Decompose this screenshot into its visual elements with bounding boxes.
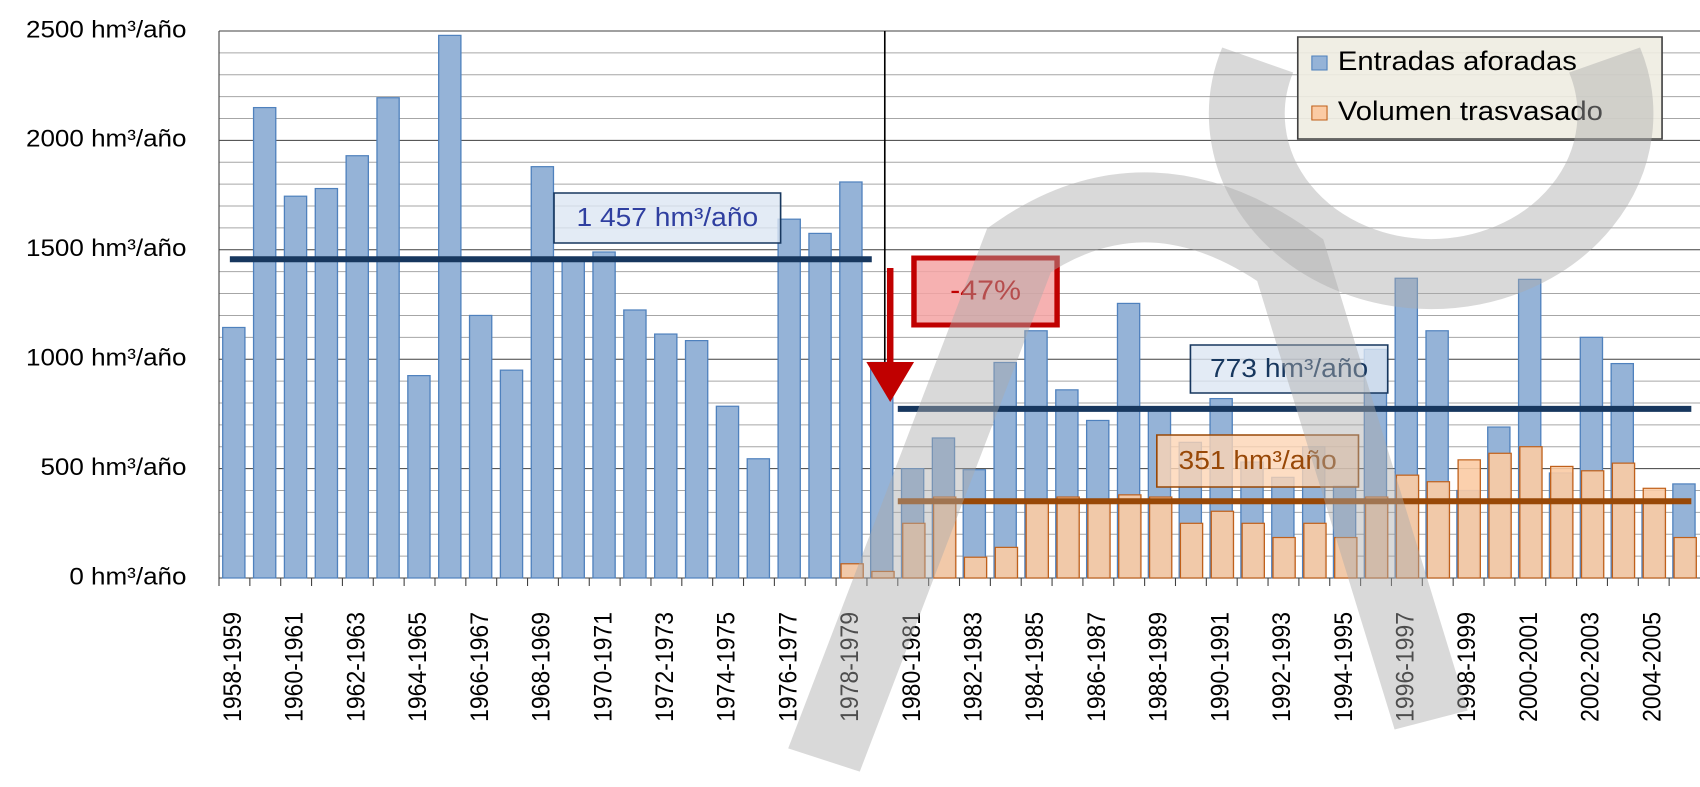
bar xyxy=(1303,522,1327,579)
arrow-shaft xyxy=(886,268,894,366)
bar xyxy=(468,314,493,579)
bar xyxy=(1580,470,1605,579)
bar xyxy=(654,333,678,579)
legend-label: Volumen trasvasado xyxy=(1338,96,1603,126)
bar xyxy=(777,218,801,579)
y-tick-label: 2500 hm³/año xyxy=(26,16,186,43)
x-tick-label: 1970-1971 xyxy=(589,612,617,722)
reference-box xyxy=(1156,434,1360,488)
x-tick-label: 1998-1999 xyxy=(1453,612,1481,722)
bar xyxy=(1426,481,1451,579)
x-tick-label: 1982-1983 xyxy=(960,612,988,722)
x-tick-label: 2002-2003 xyxy=(1577,612,1605,722)
bar xyxy=(1642,487,1667,579)
reference-label: 1 457 hm³/año xyxy=(576,202,758,232)
x-tick-label: 1960-1961 xyxy=(281,612,309,722)
bar xyxy=(222,326,246,579)
x-tick-label: 1996-1997 xyxy=(1392,612,1420,722)
reference-label: 773 hm³/año xyxy=(1210,353,1368,383)
bar xyxy=(1272,536,1296,579)
bar xyxy=(1087,498,1111,579)
y-tick-label: 2000 hm³/año xyxy=(26,126,186,153)
y-tick-label: 500 hm³/año xyxy=(40,454,186,481)
x-tick-label: 1976-1977 xyxy=(775,612,803,722)
x-tick-label: 1974-1975 xyxy=(713,612,741,722)
x-tick-label: 2000-2001 xyxy=(1515,612,1543,722)
y-tick-label: 1500 hm³/año xyxy=(26,235,186,262)
bar xyxy=(839,181,863,579)
bar xyxy=(499,369,524,579)
x-tick-label: 1958-1959 xyxy=(219,612,247,722)
reference-box xyxy=(553,192,782,244)
x-tick-label: 1984-1985 xyxy=(1021,612,1049,722)
bar xyxy=(407,375,431,579)
y-tick-label: 1000 hm³/año xyxy=(26,344,186,371)
bar xyxy=(1179,522,1204,579)
x-tick-label: 1962-1963 xyxy=(343,612,371,722)
bar xyxy=(963,556,988,579)
bar xyxy=(1673,536,1697,579)
reference-box xyxy=(1189,344,1389,394)
x-tick-label: 1964-1965 xyxy=(404,612,432,722)
arrow-head xyxy=(866,362,915,402)
bar xyxy=(1488,452,1512,579)
bar xyxy=(1025,498,1050,579)
bar xyxy=(1241,522,1265,579)
bar xyxy=(592,251,616,579)
annotations: 1 457 hm³/año 773 hm³/año 351 hm³/año -47% E… xyxy=(229,36,1692,505)
legend: Entradas aforadas Volumen trasvasado xyxy=(1296,36,1663,140)
bar xyxy=(902,522,926,579)
bar xyxy=(1519,446,1543,579)
change-label: -47% xyxy=(950,275,1021,306)
bar xyxy=(840,563,864,579)
x-tick-label: 1990-1991 xyxy=(1207,612,1235,722)
x-tick-label: 1966-1967 xyxy=(466,612,494,722)
x-tick-label: 1992-1993 xyxy=(1268,612,1296,722)
x-tick-label: 1986-1987 xyxy=(1083,612,1111,722)
reference-label: 351 hm³/año xyxy=(1179,445,1337,475)
bar xyxy=(1056,496,1080,579)
bar xyxy=(623,309,647,579)
x-tick-label: 1994-1995 xyxy=(1330,612,1358,722)
x-tick-label: 1978-1979 xyxy=(836,612,864,722)
bar xyxy=(684,340,709,579)
bar xyxy=(314,187,339,579)
bar xyxy=(715,405,740,579)
marks xyxy=(222,34,1697,579)
x-tick-label: 2004-2005 xyxy=(1638,612,1666,722)
bar xyxy=(1118,494,1142,579)
y-tick-label: 0 hm³/año xyxy=(69,563,186,590)
bar xyxy=(530,166,555,579)
bar xyxy=(994,546,1019,579)
legend-label: Entradas aforadas xyxy=(1338,46,1577,76)
bar xyxy=(376,97,400,579)
watermark xyxy=(788,47,1654,772)
bar xyxy=(1334,536,1358,579)
x-tick-label: 1968-1969 xyxy=(528,612,556,722)
bar xyxy=(561,260,585,579)
bar xyxy=(1210,510,1235,579)
bar xyxy=(283,195,308,579)
change-box xyxy=(911,255,1060,328)
bar xyxy=(438,34,462,579)
legend-box xyxy=(1296,36,1663,140)
bar xyxy=(808,232,832,579)
legend-swatch xyxy=(1311,105,1328,121)
x-tick-label: 1980-1981 xyxy=(898,612,926,722)
bar xyxy=(932,496,957,579)
x-tick-label: 1972-1973 xyxy=(651,612,679,722)
x-tick-label: 1988-1989 xyxy=(1145,612,1173,722)
bar xyxy=(1457,459,1481,579)
bar xyxy=(871,570,895,579)
bar xyxy=(1611,462,1636,579)
bar xyxy=(746,458,771,579)
legend-swatch xyxy=(1311,55,1328,71)
bar xyxy=(1148,496,1173,579)
grid: 0 hm³/año 500 hm³/año 1000 hm³/año 1500 hm³… xyxy=(26,16,1700,722)
bar xyxy=(1364,496,1389,579)
bar xyxy=(1550,465,1574,579)
bar xyxy=(252,106,277,579)
bar xyxy=(345,155,369,579)
